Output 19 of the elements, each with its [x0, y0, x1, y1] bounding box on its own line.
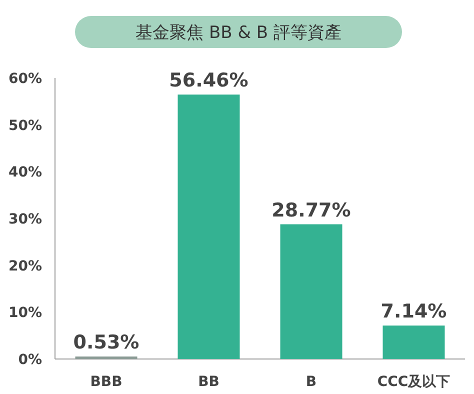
y-tick-label: 10% [8, 305, 42, 322]
bar [382, 326, 445, 359]
x-tick-label: BB [198, 374, 220, 390]
y-tick-label: 60% [8, 71, 42, 87]
x-tick-label: CCC及以下 [377, 374, 450, 390]
bar [280, 224, 342, 359]
y-tick-label: 20% [8, 258, 42, 274]
y-tick-label: 0% [18, 352, 42, 368]
x-tick-label: B [306, 374, 317, 390]
x-tick-label: BBB [90, 374, 122, 390]
data-label: 56.46% [169, 70, 248, 92]
data-label: 7.14% [380, 300, 447, 323]
y-tick-label: 50% [8, 118, 42, 134]
y-tick-label: 40% [8, 164, 42, 181]
data-label: 0.53% [73, 332, 140, 354]
bar [178, 94, 240, 359]
y-tick-label: 30% [8, 212, 42, 228]
data-label: 28.77% [272, 199, 351, 222]
chart-title: 基金聚焦 BB & B 評等資產 [136, 23, 342, 43]
